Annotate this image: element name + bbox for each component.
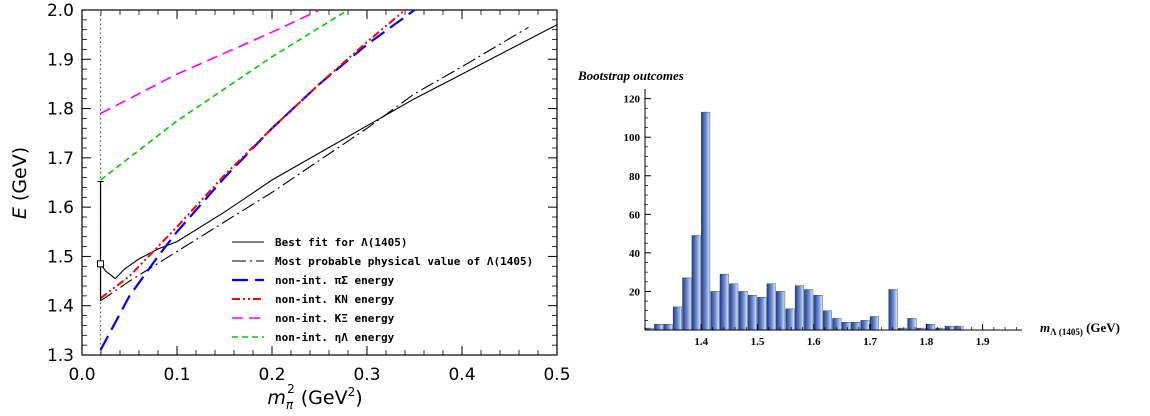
histogram-bar: [832, 318, 842, 331]
x-axis-label-main: m: [267, 387, 286, 409]
x-tick-label: 1.5: [751, 336, 765, 348]
histogram-bar: [926, 324, 936, 331]
histogram-bar: [841, 322, 851, 331]
histogram-bar: [888, 289, 898, 331]
histogram-bar: [804, 289, 814, 331]
series-line-2: [99, 10, 416, 351]
y-tick-label: 1.7: [47, 149, 74, 169]
x-tick-label: 0.5: [543, 365, 570, 385]
histogram-bar: [654, 324, 664, 331]
y-tick-label: 1.4: [47, 297, 74, 317]
histogram-bar: [682, 277, 692, 331]
energy-vs-pion-mass-chart: 0.0 0.1 0.2 0.3 0.4 0.5 1.3 1.4 1.5 1.6 1.7 1.8 1.9 2…: [9, 1, 571, 412]
y-tick-label: 40: [629, 248, 641, 260]
x-tick-label: 1.8: [919, 336, 933, 348]
histogram-bar: [701, 111, 711, 331]
y-tick-label: 1.6: [47, 198, 74, 218]
y-axis-label: E (GeV): [9, 147, 31, 219]
series-line-0: [100, 24, 557, 280]
x-axis-label-unit-sup: 2: [348, 385, 356, 399]
y-tick-label: 60: [629, 209, 641, 221]
legend-label-4: non-int. KΞ energy: [275, 312, 395, 325]
y-tick-label: 120: [624, 94, 641, 106]
histogram-bar: [672, 306, 682, 331]
x-axis-label-sub: π: [286, 398, 294, 412]
histogram-bar: [954, 325, 964, 331]
y-axis-label-main: E: [9, 207, 31, 219]
legend-label-5: non-int. ηΛ energy: [275, 331, 395, 344]
y-tick-label: 100: [624, 132, 641, 144]
histogram-bar: [794, 285, 804, 331]
histogram-bar: [813, 295, 823, 331]
histogram-bar: [823, 310, 833, 331]
legend-label-1: Most probable physical value of Λ(1405): [275, 255, 533, 268]
histogram-bar: [729, 283, 739, 331]
histogram-bar: [869, 316, 879, 331]
histogram-bar: [944, 325, 954, 331]
series-line-3: [99, 10, 406, 300]
series-line-1: [100, 26, 529, 302]
histogram-bar: [738, 291, 748, 331]
series-line-4: [100, 10, 320, 115]
legend-label-3: non-int. KN energy: [275, 293, 395, 306]
histogram-bar: [710, 291, 720, 331]
data-point-marker: [97, 260, 105, 268]
x-axis-label-main: m: [1040, 320, 1050, 335]
x-tick-label: 0.1: [163, 365, 190, 385]
histogram-bar: [766, 283, 776, 331]
x-tick-label: 1.7: [863, 336, 877, 348]
x-axis-label-unit: (GeV: [295, 387, 348, 409]
legend-label-0: Best fit for Λ(1405): [275, 236, 407, 249]
x-tick-label: 1.4: [694, 336, 708, 348]
y-tick-label: 80: [629, 171, 641, 183]
histogram-bar: [785, 308, 795, 331]
x-axis-label-close: ): [355, 387, 362, 409]
y-tick-label: 2.0: [47, 1, 74, 21]
x-tick-label: 0.4: [448, 365, 475, 385]
histogram-title: Bootstrap outcomes: [577, 68, 684, 83]
series-line-5: [100, 10, 349, 181]
x-tick-label: 1.9: [976, 336, 990, 348]
histogram-bar: [860, 320, 870, 331]
y-tick-label: 1.3: [47, 346, 74, 366]
y-axis-label-unit: (GeV): [9, 147, 31, 207]
histogram-bar: [691, 235, 701, 331]
y-tick-label: 1.5: [47, 247, 74, 267]
x-tick-label: 0.3: [353, 365, 380, 385]
x-axis-label: mΛ (1405) (GeV): [1040, 320, 1120, 337]
x-tick-label: 0.0: [68, 365, 95, 385]
bootstrap-histogram-chart: Bootstrap outcomes 20 40 60 80 100 120 1.4 1.5 1.…: [577, 68, 1120, 348]
y-tick-label: 20: [629, 286, 641, 298]
x-tick-label: 0.2: [258, 365, 285, 385]
y-tick-label: 1.9: [47, 50, 74, 70]
histogram-bar: [663, 324, 673, 331]
x-axis-label-sub: Λ (1405): [1050, 327, 1083, 337]
legend-label-2: non-int. πΣ energy: [275, 274, 395, 287]
histogram-bar: [776, 291, 786, 331]
y-tick-label: 1.8: [47, 100, 74, 120]
x-axis-label-sup: 2: [287, 382, 295, 396]
histogram-bar: [747, 295, 757, 331]
x-axis-label: mπ 2 (GeV2): [267, 382, 362, 412]
histogram-bar: [757, 297, 767, 331]
histogram-bar: [719, 273, 729, 331]
x-tick-label: 1.6: [807, 336, 821, 348]
x-axis-label-unit: (GeV): [1083, 320, 1120, 335]
